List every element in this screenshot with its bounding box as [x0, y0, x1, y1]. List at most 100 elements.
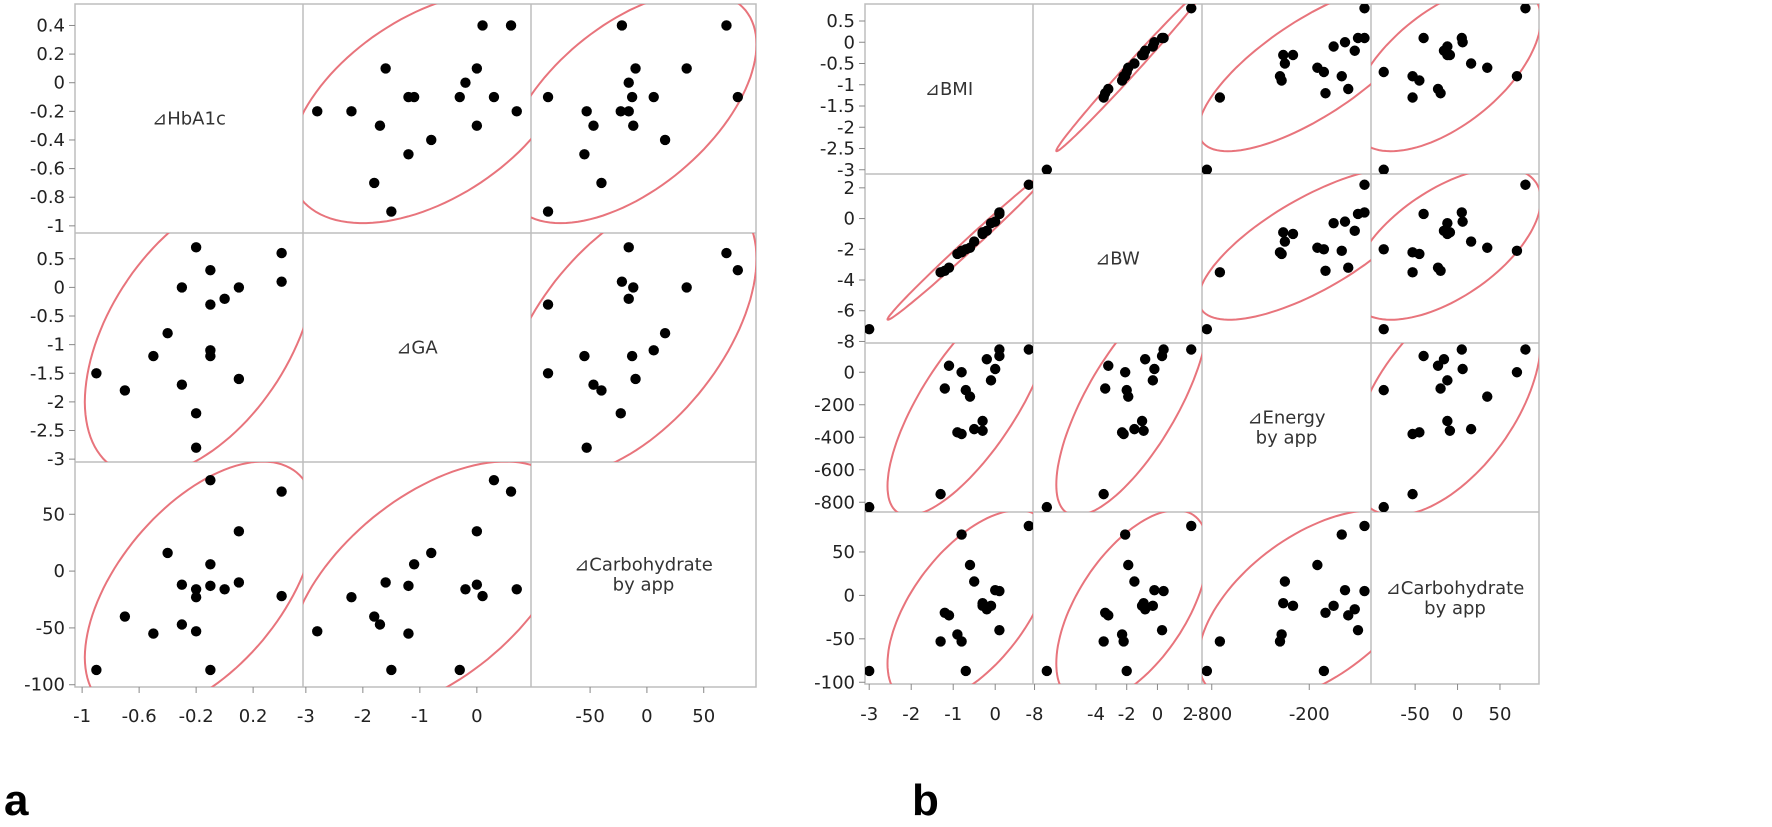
data-point: [1214, 267, 1226, 278]
data-point: [616, 20, 628, 31]
data-point: [1186, 520, 1197, 532]
data-point: [1432, 262, 1444, 273]
data-point: [943, 360, 955, 371]
y-axis-tick-label: 0.2: [36, 44, 65, 65]
data-point: [1278, 227, 1289, 238]
data-point: [977, 425, 988, 436]
data-point: [369, 177, 380, 189]
variable-label: by app: [1424, 598, 1486, 619]
data-point: [1407, 92, 1418, 103]
data-point: [865, 665, 875, 677]
data-point: [596, 385, 607, 396]
data-point: [1098, 636, 1109, 647]
data-point: [1149, 37, 1160, 48]
data-point: [460, 77, 471, 88]
data-point: [1274, 247, 1286, 258]
data-point: [1520, 179, 1531, 190]
variable-label: by app: [613, 575, 675, 596]
density-ellipse: [531, 4, 756, 225]
data-point: [511, 584, 522, 595]
data-point: [1119, 367, 1131, 378]
data-point: [1482, 62, 1493, 73]
data-point: [488, 91, 500, 103]
data-point: [681, 63, 692, 74]
y-axis-tick-label: -600: [814, 460, 855, 481]
data-point: [1336, 71, 1347, 82]
data-point: [460, 584, 471, 595]
x-axis-tick-label: -200: [1289, 704, 1330, 725]
y-axis-tick-label: -400: [814, 427, 855, 448]
y-axis-tick-label: -3: [837, 160, 855, 181]
x-axis-tick-label: -3: [860, 704, 878, 725]
data-point: [1407, 247, 1418, 258]
density-ellipse: [83, 462, 303, 687]
data-point: [1465, 236, 1477, 247]
data-point: [1149, 584, 1160, 596]
data-point: [1278, 49, 1289, 61]
x-axis-tick-label: 50: [692, 706, 715, 727]
data-point: [628, 282, 639, 293]
data-point: [1343, 262, 1354, 273]
data-point: [542, 368, 554, 379]
y-axis-tick-label: -1: [837, 75, 855, 96]
data-point: [1123, 391, 1134, 402]
data-point: [1407, 71, 1418, 82]
data-point: [1287, 228, 1299, 240]
data-point: [176, 379, 188, 390]
data-point: [1287, 600, 1299, 612]
data-point: [732, 91, 744, 103]
data-point: [1359, 4, 1370, 14]
data-point: [1320, 607, 1331, 618]
data-point: [977, 415, 988, 427]
y-axis-tick-label: 0: [54, 277, 65, 298]
data-point: [1378, 384, 1389, 396]
data-point: [615, 408, 626, 419]
data-point: [276, 247, 287, 259]
x-axis-tick-label: -2: [902, 704, 920, 725]
x-axis-tick-label: -0.6: [122, 706, 157, 727]
data-point: [1418, 32, 1429, 44]
data-point: [985, 600, 997, 612]
data-point: [1442, 217, 1453, 229]
data-point: [1442, 415, 1453, 427]
data-point: [1023, 344, 1033, 355]
y-axis-tick-label: 0.5: [36, 249, 65, 270]
data-point: [1098, 488, 1109, 500]
y-axis-tick-label: -0.2: [30, 101, 65, 122]
data-point: [1103, 83, 1114, 95]
y-axis-tick-label: -1: [47, 335, 65, 356]
density-ellipse: [1202, 174, 1371, 321]
data-point: [386, 664, 397, 676]
data-point: [374, 619, 386, 630]
data-point: [985, 375, 997, 386]
data-point: [1328, 41, 1339, 52]
data-point: [542, 206, 554, 217]
data-point: [426, 134, 437, 146]
data-point: [1320, 265, 1331, 276]
data-point: [1139, 45, 1151, 56]
data-point: [1136, 415, 1148, 427]
data-point: [1359, 520, 1370, 532]
variable-label: ⊿BW: [1095, 249, 1140, 270]
y-axis-tick-label: 50: [832, 542, 855, 563]
density-ellipse: [1055, 512, 1202, 684]
data-point: [454, 91, 465, 103]
data-point: [1041, 164, 1053, 174]
data-point: [1465, 58, 1477, 69]
data-point: [374, 120, 386, 131]
data-point: [623, 293, 634, 305]
scatter-cell: [531, 233, 756, 462]
data-point: [1482, 242, 1493, 253]
data-point: [162, 547, 173, 559]
scatter-cell: [865, 343, 1033, 512]
data-point: [312, 106, 323, 117]
data-point: [380, 63, 391, 74]
data-point: [1186, 344, 1197, 355]
data-point: [1343, 83, 1354, 95]
data-point: [935, 636, 946, 647]
data-point: [943, 610, 955, 621]
data-point: [346, 106, 357, 117]
data-point: [1279, 576, 1291, 587]
data-point: [1119, 529, 1131, 540]
x-axis-tick-label: -2: [1118, 704, 1136, 725]
